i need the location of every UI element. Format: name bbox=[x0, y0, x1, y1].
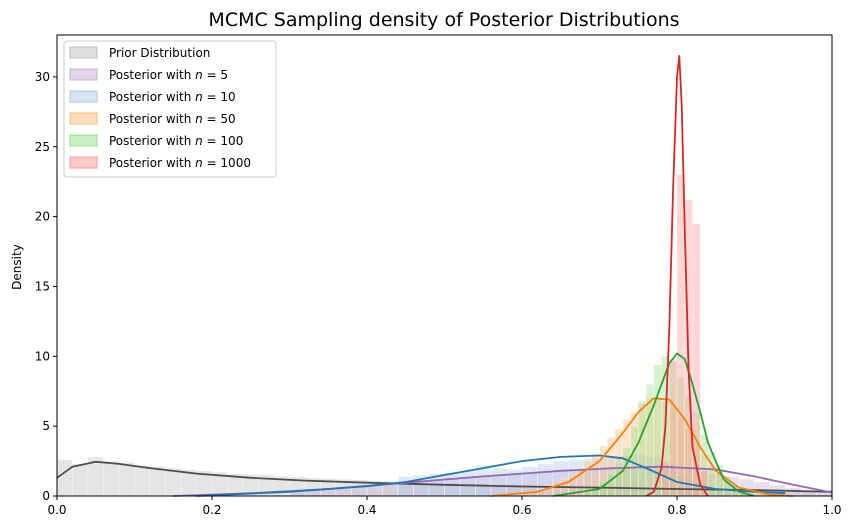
density-curve-5 bbox=[645, 55, 709, 497]
y-tick-label-2: 10 bbox=[35, 349, 50, 363]
y-axis-label: Density bbox=[10, 244, 24, 290]
legend-swatch-3 bbox=[69, 112, 98, 125]
x-axis: 0.0 0.2 0.4 0.6 0.8 1.0 bbox=[47, 496, 842, 517]
density-curve-layer bbox=[56, 55, 833, 497]
histogram-bar-4-9 bbox=[653, 364, 662, 497]
histogram-bar-0-4 bbox=[118, 462, 135, 497]
histogram-bar-5-5 bbox=[699, 470, 709, 497]
histogram-bar-2-4 bbox=[459, 470, 476, 497]
histogram-bar-0-0 bbox=[56, 459, 73, 497]
plot-frame bbox=[56, 34, 833, 497]
x-tick-label-1: 0.2 bbox=[202, 503, 221, 517]
legend-label-4: Posterior with n = 100 bbox=[109, 134, 243, 148]
histogram-bar-2-0 bbox=[397, 476, 414, 497]
legend-label-2: Posterior with n = 10 bbox=[109, 90, 236, 104]
histogram-bar-0-5 bbox=[134, 464, 151, 497]
legend-swatch-5 bbox=[69, 156, 98, 169]
histogram-bar-5-2 bbox=[676, 174, 686, 497]
legend-swatch-2 bbox=[69, 90, 98, 103]
legend-box bbox=[63, 40, 277, 178]
histogram-bar-5-1 bbox=[668, 358, 678, 497]
histogram-bar-0-1 bbox=[72, 463, 89, 497]
histogram-bar-1-3 bbox=[335, 488, 352, 497]
y-tick-label-4: 20 bbox=[35, 210, 50, 224]
legend-label-1: Posterior with n = 5 bbox=[109, 68, 228, 82]
histogram-bar-0-3 bbox=[103, 460, 120, 497]
y-tick-label-3: 15 bbox=[35, 279, 50, 293]
histogram-bar-4-0 bbox=[583, 491, 593, 497]
legend-label-3: Posterior with n = 50 bbox=[109, 112, 236, 126]
density-curve-3 bbox=[490, 397, 794, 497]
density-curve-0 bbox=[56, 460, 833, 493]
x-tick-label-3: 0.6 bbox=[512, 503, 531, 517]
y-tick-label-1: 5 bbox=[42, 419, 50, 433]
chart-title: MCMC Sampling density of Posterior Distr… bbox=[208, 9, 679, 31]
y-tick-label-5: 25 bbox=[35, 140, 50, 154]
x-tick-label-5: 1.0 bbox=[822, 503, 841, 517]
legend: Prior Distribution Posterior with n = 5 Po… bbox=[63, 40, 277, 178]
x-tick-label-4: 0.8 bbox=[667, 503, 686, 517]
histogram-bar-4-7 bbox=[637, 400, 647, 497]
legend-label-5: Posterior with n = 1000 bbox=[109, 156, 251, 170]
histogram-bar-0-6 bbox=[149, 466, 166, 497]
density-curve-2 bbox=[196, 454, 786, 497]
histogram-bar-2-6 bbox=[490, 467, 507, 497]
legend-swatch-4 bbox=[69, 134, 98, 147]
density-curve-4 bbox=[552, 352, 755, 497]
x-tick-label-2: 0.4 bbox=[357, 503, 376, 517]
legend-label-0: Prior Distribution bbox=[109, 46, 210, 60]
legend-swatch-1 bbox=[69, 68, 98, 81]
histogram-layer bbox=[56, 174, 833, 497]
y-tick-label-6: 30 bbox=[35, 70, 50, 84]
histogram-bar-1-6 bbox=[382, 483, 399, 497]
x-tick-label-0: 0.0 bbox=[47, 503, 66, 517]
y-tick-label-0: 0 bbox=[42, 489, 50, 503]
legend-swatch-0 bbox=[69, 46, 98, 59]
y-axis: 0 5 10 15 20 25 30 bbox=[35, 70, 57, 503]
